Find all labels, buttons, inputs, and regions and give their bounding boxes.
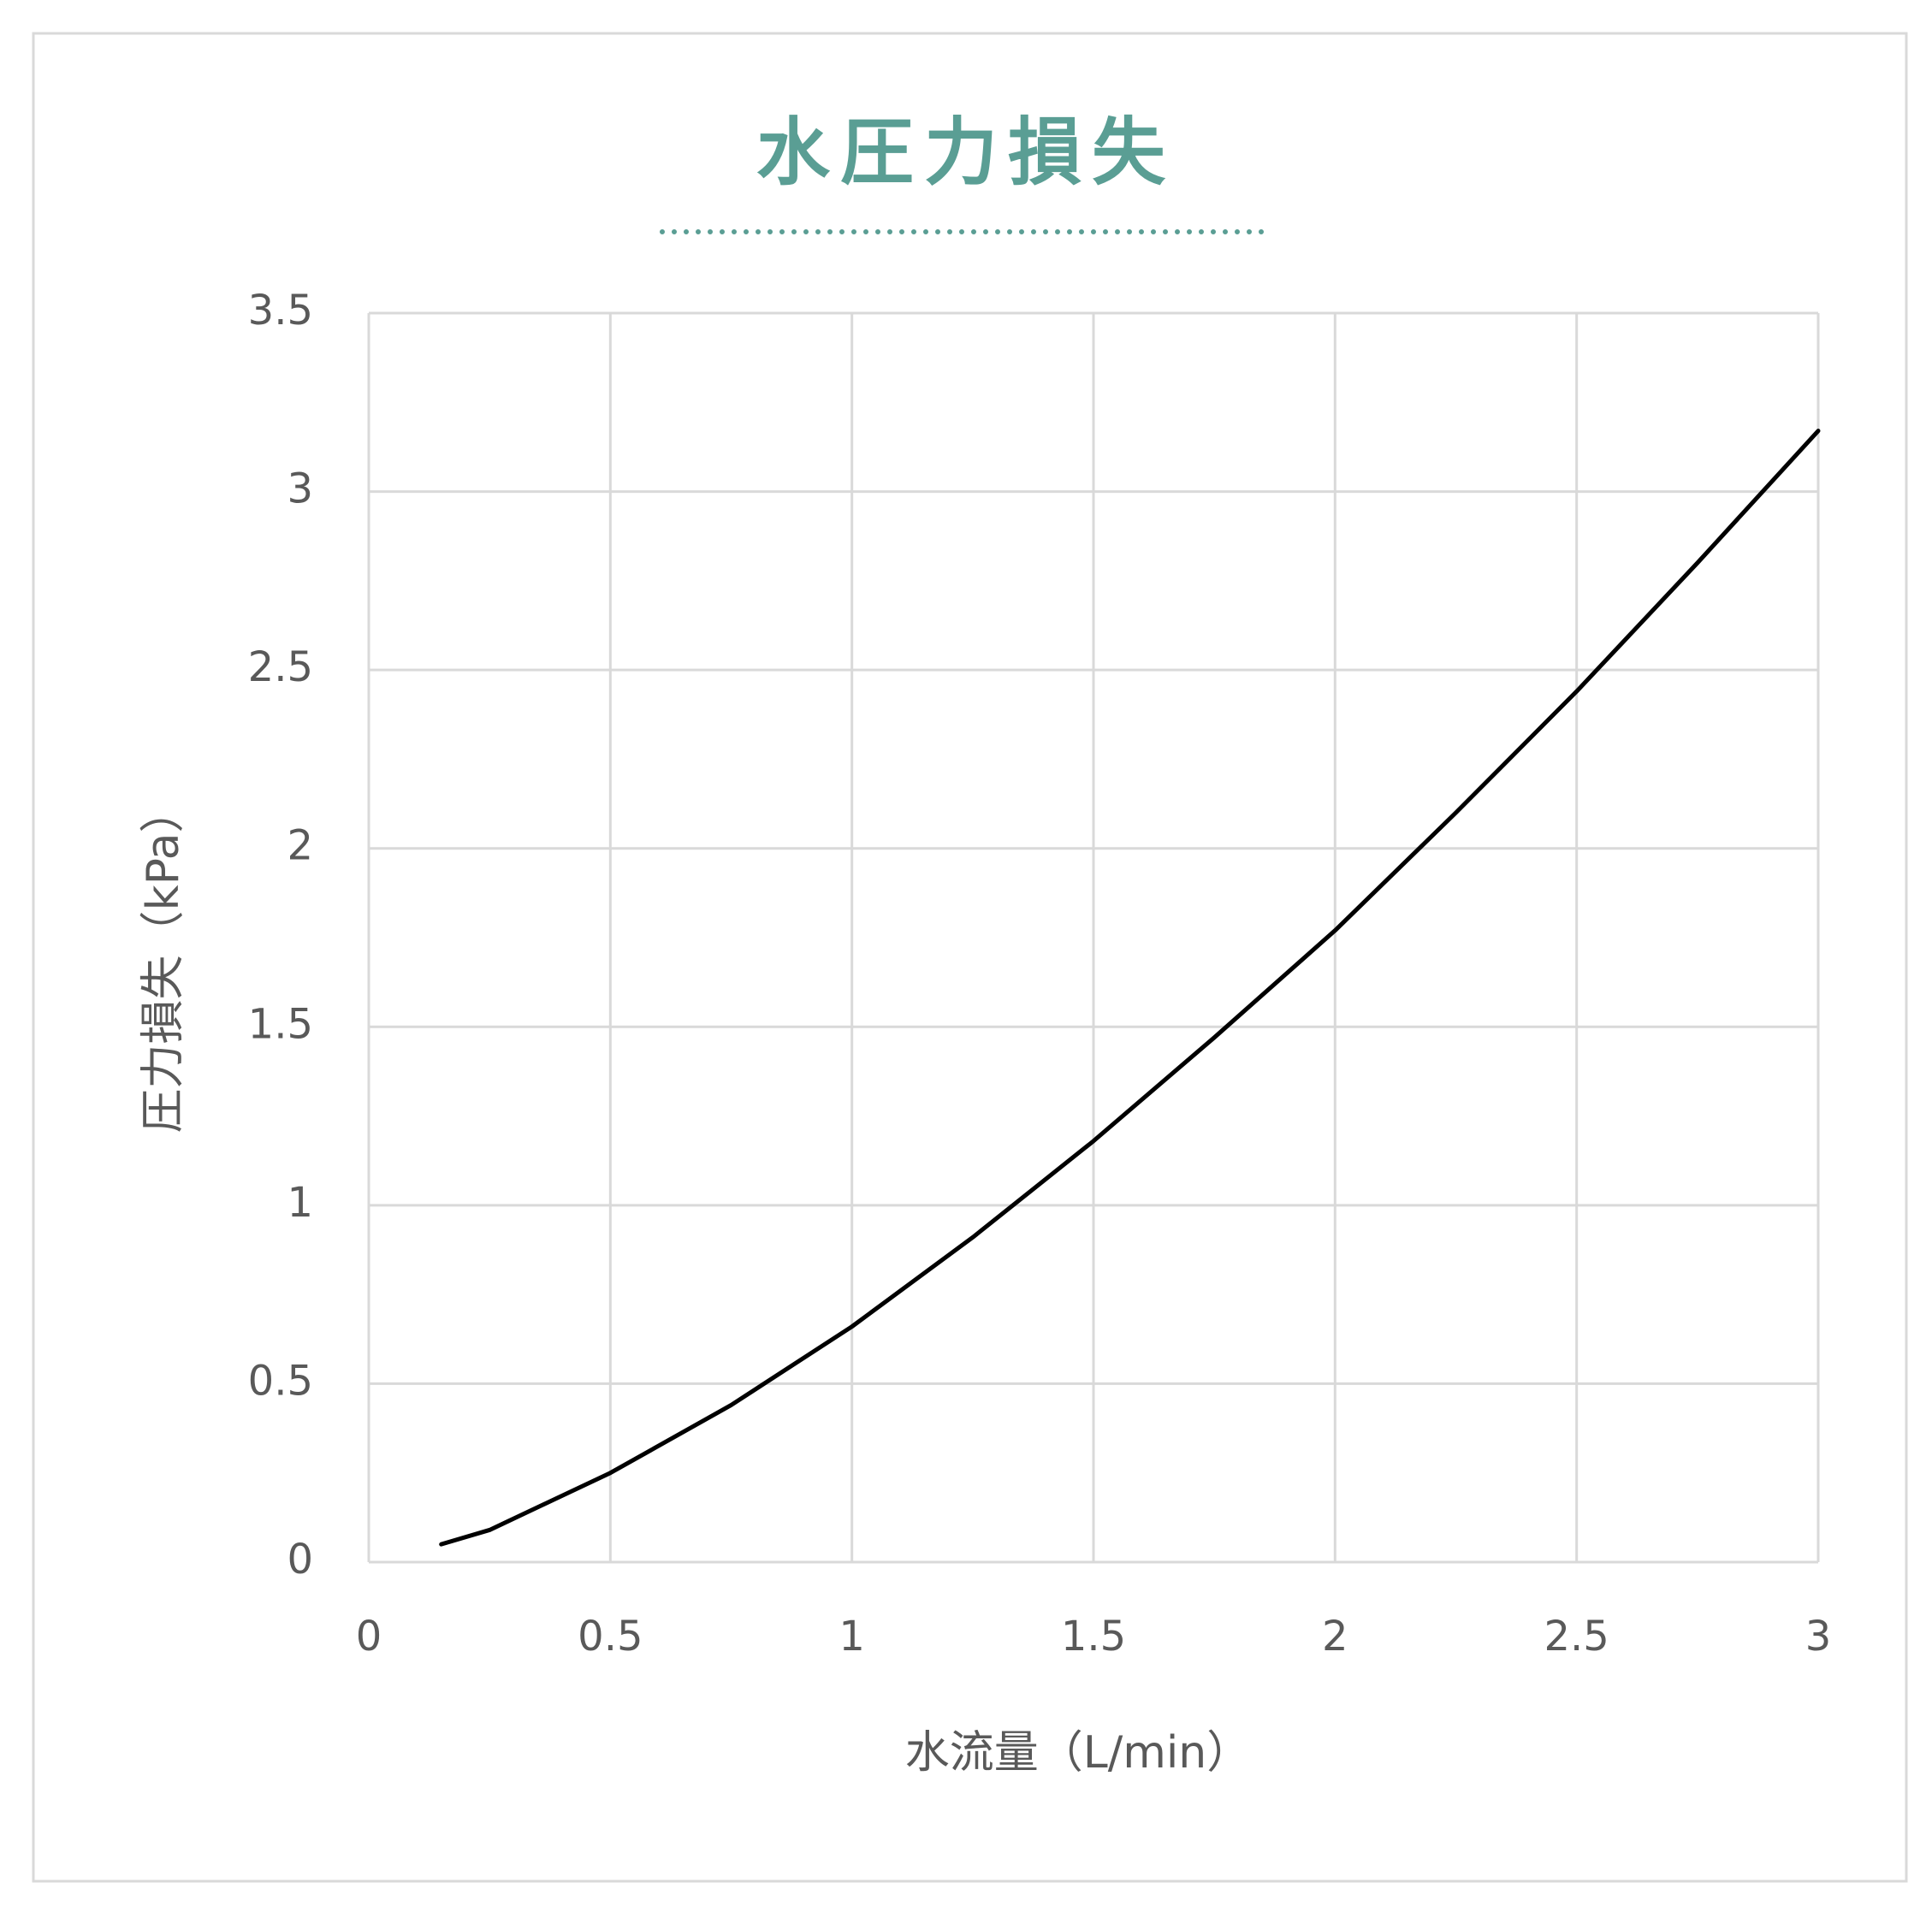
data-line <box>439 429 1821 1547</box>
y-tick-label: 3.5 <box>248 287 313 334</box>
x-tick-label: 1 <box>839 1613 865 1660</box>
y-tick-label: 2 <box>287 822 313 870</box>
y-tick-label: 2.5 <box>248 643 313 691</box>
x-tick-label: 0.5 <box>578 1613 643 1660</box>
y-tick-label: 3 <box>287 465 313 513</box>
x-tick-label: 2 <box>1322 1613 1348 1660</box>
x-axis-label: 水流量（L/min） <box>905 1727 1252 1779</box>
y-axis-label: 圧力損失（kPa） <box>138 788 189 1133</box>
y-tick-label: 0.5 <box>248 1357 313 1405</box>
x-tick-label: 2.5 <box>1544 1613 1609 1660</box>
x-tick-label: 3 <box>1805 1613 1832 1660</box>
y-tick-label: 1.5 <box>248 1000 313 1048</box>
chart-title: 水圧力損失 <box>756 110 1176 195</box>
chart-border <box>32 32 1908 1883</box>
y-tick-label: 1 <box>287 1179 313 1227</box>
x-tick-label: 1.5 <box>1061 1613 1126 1660</box>
y-tick-label: 0 <box>287 1536 313 1584</box>
x-tick-label: 0 <box>356 1613 382 1660</box>
